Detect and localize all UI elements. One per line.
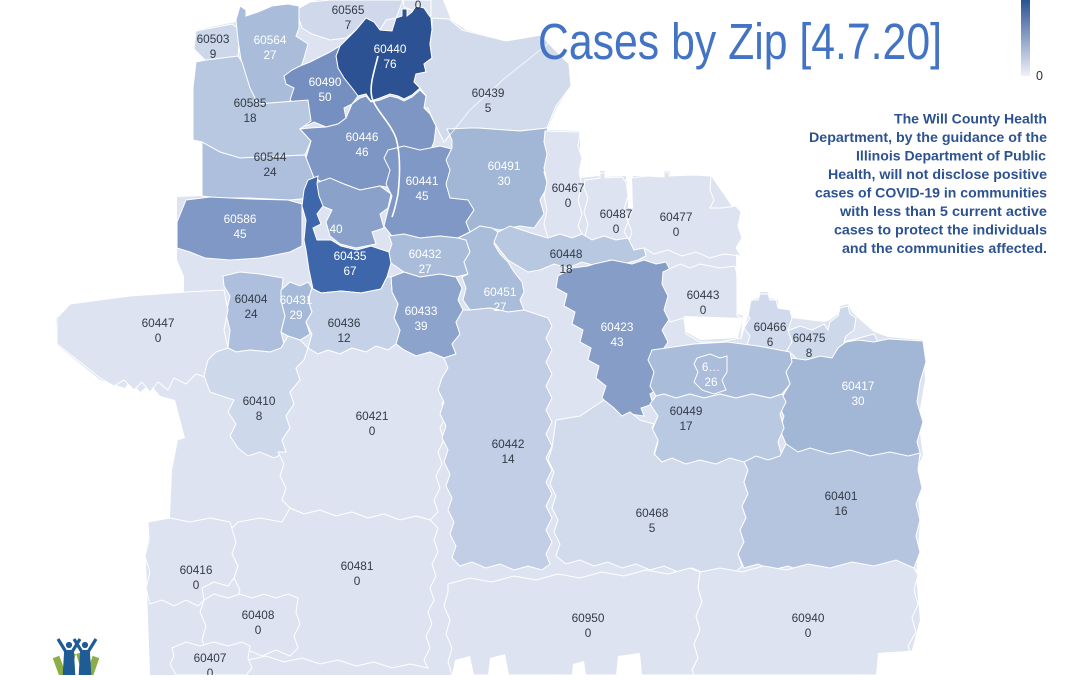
svg-text:0: 0 xyxy=(415,0,422,12)
svg-text:Cases by Zip [4.7.20]: Cases by Zip [4.7.20] xyxy=(538,13,942,70)
svg-text:6…26: 6… 26 xyxy=(702,360,720,389)
svg-text:40: 40 xyxy=(329,222,343,236)
svg-text:0: 0 xyxy=(1036,69,1043,83)
